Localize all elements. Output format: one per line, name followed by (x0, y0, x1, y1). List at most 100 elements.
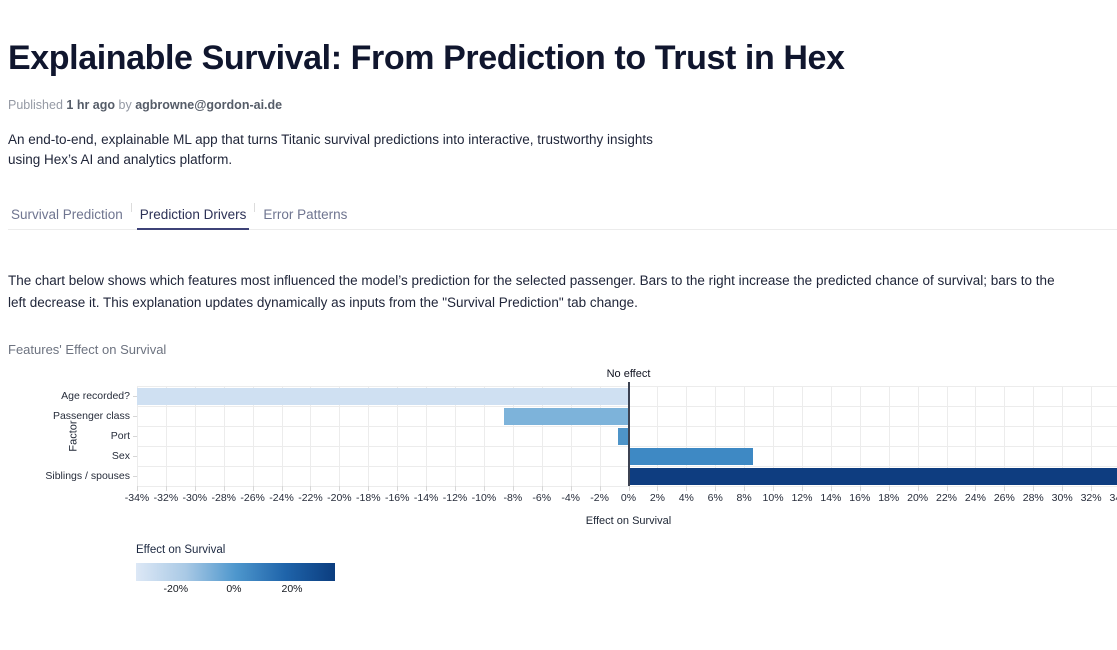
gridline (1062, 386, 1064, 486)
x-axis-tick (917, 486, 919, 491)
x-axis-tick (1004, 486, 1006, 491)
y-axis-category-label: Port (110, 430, 130, 442)
chart-explanation-line1: The chart below shows which features mos… (8, 273, 1055, 288)
y-axis-category-label: Passenger class (52, 410, 130, 422)
x-axis-tick (773, 486, 775, 491)
gridline (281, 386, 283, 486)
x-axis-tick-label: -32% (153, 492, 179, 504)
gridline (397, 386, 399, 486)
gridline (744, 386, 746, 486)
gridline (455, 386, 457, 486)
x-axis-tick-label: -18% (356, 492, 381, 504)
gridline (194, 386, 196, 486)
x-axis-tick (859, 486, 861, 491)
page-title: Explainable Survival: From Prediction to… (8, 39, 845, 77)
bar-port[interactable] (618, 427, 629, 445)
bar-sex[interactable] (628, 447, 753, 465)
legend-title: Effect on Survival (136, 544, 226, 556)
x-axis-tick-label: -26% (240, 492, 265, 504)
app-description-line2: using Hex’s AI and analytics platform. (8, 152, 233, 167)
chart-heading: Features' Effect on Survival (8, 342, 167, 357)
gridline (830, 386, 832, 486)
legend-tick-label: 0% (226, 583, 242, 595)
bar-age-recorded[interactable] (137, 387, 629, 405)
gridline (483, 386, 485, 486)
y-axis-category-label: Siblings / spouses (45, 470, 130, 482)
tab-prediction-drivers[interactable]: Prediction Drivers (136, 203, 250, 230)
chart-explanation-line2: left decrease it. This explanation updat… (8, 295, 638, 310)
gridline (426, 386, 428, 486)
gridline (165, 386, 167, 486)
x-axis-tick (426, 486, 428, 491)
x-axis-title: Effect on Survival (585, 515, 672, 527)
y-axis-tick (133, 416, 137, 417)
x-axis-tick (715, 486, 717, 491)
gridline (512, 386, 514, 486)
y-axis-category-label: Sex (111, 450, 130, 462)
gridline (1091, 386, 1093, 486)
x-axis-tick-label: -8% (503, 492, 523, 504)
x-axis-tick-label: 34% (1109, 492, 1117, 504)
gridline (368, 386, 370, 486)
x-axis-tick-label: -4% (561, 492, 581, 504)
x-axis-tick (599, 486, 601, 491)
published-by-word: by (118, 98, 132, 112)
gridline (888, 386, 890, 486)
x-axis-tick (657, 486, 659, 491)
x-axis-tick-label: 0% (620, 492, 637, 504)
gridline (310, 386, 312, 486)
gridline (859, 386, 861, 486)
gridline (339, 386, 341, 486)
x-axis-tick-label: 26% (993, 492, 1015, 504)
legend-tick-label: -20% (163, 583, 189, 595)
x-axis-tick (223, 486, 225, 491)
x-axis-tick (455, 486, 457, 491)
bar-siblings-spouses[interactable] (628, 467, 1117, 485)
x-axis-tick-label: -30% (182, 492, 208, 504)
x-axis-tick-label: 14% (820, 492, 842, 504)
x-axis-tick (1091, 486, 1093, 491)
gridline (801, 386, 803, 486)
x-axis-tick-label: -6% (532, 492, 552, 504)
gridline (137, 386, 1117, 387)
x-axis-tick-label: -12% (442, 492, 468, 504)
x-axis-tick (541, 486, 543, 491)
gridline (570, 386, 572, 486)
x-axis-tick (368, 486, 370, 491)
x-axis-tick (888, 486, 890, 491)
gridline (686, 386, 688, 486)
app-description-line1: An end-to-end, explainable ML app that t… (8, 132, 653, 147)
x-axis-tick-label: -24% (269, 492, 294, 504)
y-axis-tick (133, 456, 137, 457)
x-axis-tick (686, 486, 688, 491)
y-axis-tick (133, 476, 137, 477)
x-axis-tick-label: 4% (678, 492, 694, 504)
x-axis-tick-label: -20% (327, 492, 352, 504)
tab-error-patterns[interactable]: Error Patterns (263, 207, 348, 222)
x-axis-tick (310, 486, 312, 491)
gridline (137, 426, 1117, 427)
x-axis-tick-label: 2% (649, 492, 665, 504)
y-axis-category-label: Age recorded? (61, 390, 130, 402)
gridline (137, 466, 1117, 467)
tab-survival-prediction[interactable]: Survival Prediction (11, 207, 123, 222)
x-axis-tick-label: 28% (1022, 492, 1044, 504)
gridline (946, 386, 948, 486)
gridline (917, 386, 919, 486)
zero-line (627, 382, 630, 486)
x-axis-tick-label: 20% (907, 492, 929, 504)
bar-passenger-class[interactable] (504, 407, 629, 425)
x-axis-tick-label: 32% (1080, 492, 1102, 504)
x-axis-tick-label: 18% (878, 492, 900, 504)
x-axis-tick-label: -28% (211, 492, 236, 504)
gridline (137, 406, 1117, 407)
tab-separator (130, 203, 132, 212)
gridline (715, 386, 717, 486)
x-axis-tick (975, 486, 977, 491)
gridline (1004, 386, 1006, 486)
x-axis-tick-label: -34% (124, 492, 150, 504)
x-axis-tick-label: -22% (298, 492, 323, 504)
gridline (223, 386, 225, 486)
x-axis-tick-label: 16% (849, 492, 871, 504)
x-axis-tick (397, 486, 399, 491)
